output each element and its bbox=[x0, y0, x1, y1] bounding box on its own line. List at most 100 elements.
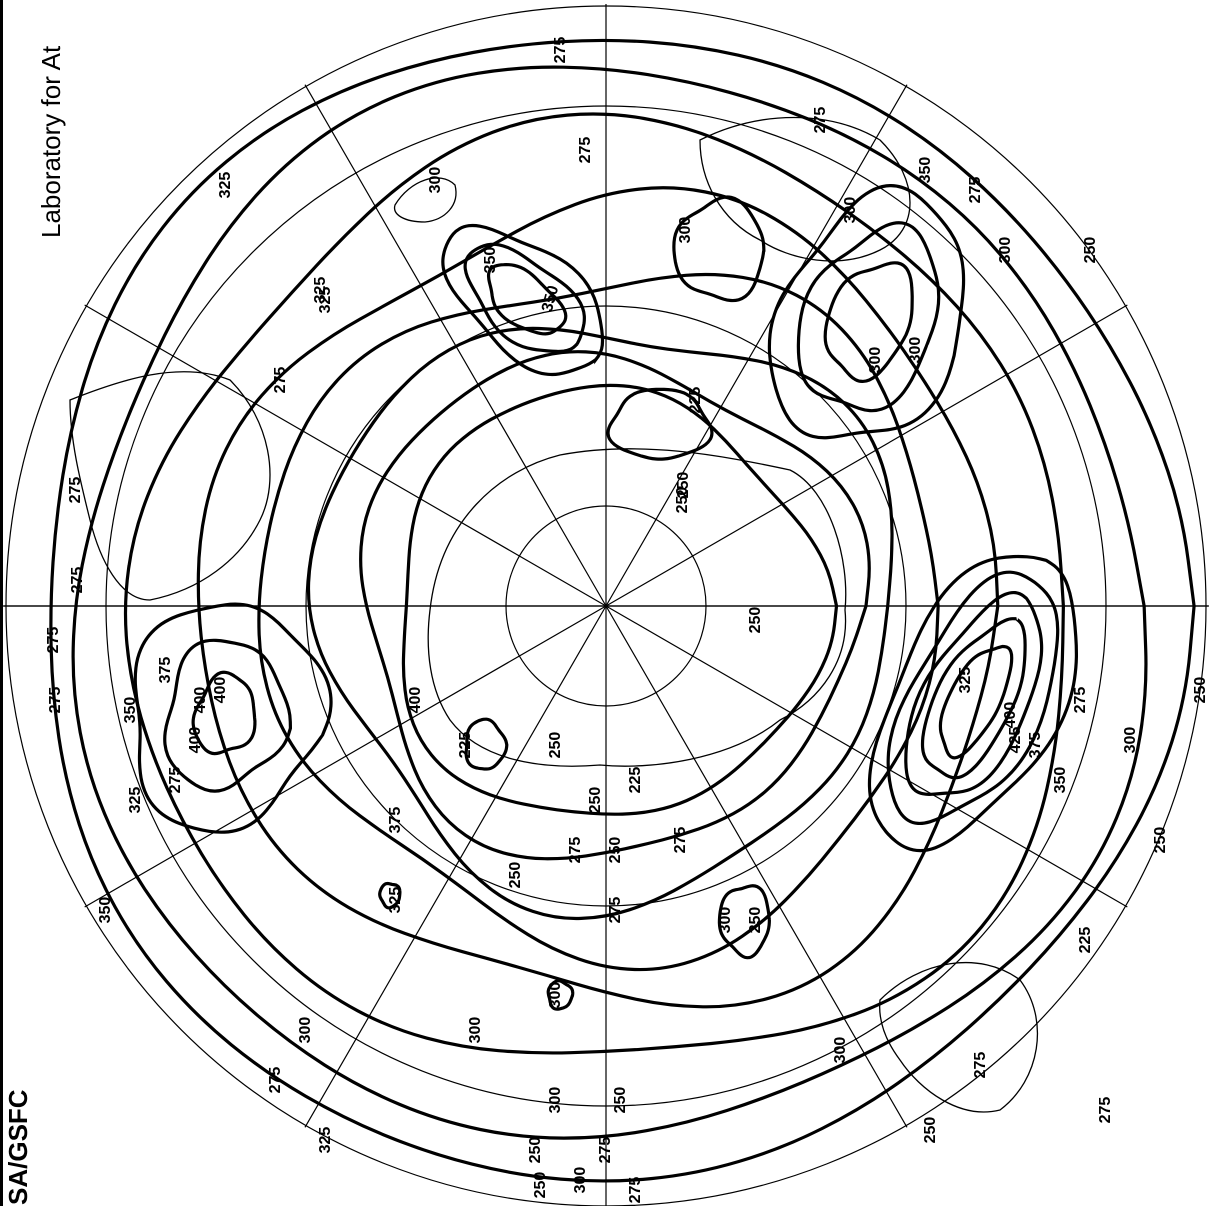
contour-value-label: 275 bbox=[67, 477, 84, 504]
contour-value-label: 300 bbox=[572, 1167, 589, 1194]
coastline bbox=[879, 961, 1039, 1113]
contour-value-label: 350 bbox=[482, 247, 499, 274]
contour-value-label: 300 bbox=[717, 907, 734, 934]
contour-value-label: 250 bbox=[922, 1117, 939, 1144]
contour-value-label: 400 bbox=[212, 677, 229, 704]
contour-value-label: 300 bbox=[467, 1017, 484, 1044]
contour-value-label: 375 bbox=[157, 657, 174, 684]
contour-value-label: 400 bbox=[192, 687, 209, 714]
contour-line bbox=[463, 242, 586, 354]
contour-value-label: 300 bbox=[997, 237, 1014, 264]
contour-line bbox=[546, 979, 575, 1011]
contour-value-label: 250 bbox=[675, 472, 692, 499]
contour-value-label: 325 bbox=[317, 287, 334, 314]
contour-value-label: 275 bbox=[45, 627, 62, 654]
contour-value-label: 275 bbox=[967, 177, 984, 204]
contour-value-label: 275 bbox=[577, 137, 594, 164]
contour-line bbox=[123, 112, 1065, 1055]
coastline bbox=[69, 371, 271, 601]
contour-value-label: 300 bbox=[907, 337, 924, 364]
contour-line bbox=[359, 350, 871, 861]
contour-value-label: 275 bbox=[812, 107, 829, 134]
contour-value-label: 275 bbox=[267, 1067, 284, 1094]
contour-line bbox=[191, 670, 257, 756]
contour-value-label: 350 bbox=[539, 284, 562, 314]
contour-value-label: 225 bbox=[627, 767, 644, 794]
contour-value-label: 250 bbox=[532, 1172, 549, 1199]
contour-value-label: 275 bbox=[672, 827, 689, 854]
contour-value-label: 325 bbox=[127, 787, 144, 814]
contour-value-label: 350 bbox=[97, 897, 114, 924]
contour-value-label: 300 bbox=[842, 197, 859, 224]
contour-value-label: 300 bbox=[297, 1017, 314, 1044]
meridian-line bbox=[605, 605, 1128, 908]
contour-value-label: 300 bbox=[547, 982, 564, 1009]
contour-line bbox=[378, 881, 402, 910]
contour-line bbox=[486, 263, 568, 336]
contour-value-label: 275 bbox=[567, 837, 584, 864]
contour-value-label: 350 bbox=[917, 157, 934, 184]
left-frame-line bbox=[0, 0, 3, 1206]
contour-value-label: 400 bbox=[407, 687, 424, 714]
contour-value-label: 300 bbox=[547, 1087, 564, 1114]
contour-value-label: 425 bbox=[1007, 727, 1024, 754]
contour-line bbox=[49, 38, 1196, 1183]
contour-value-label: 275 bbox=[69, 567, 86, 594]
contour-value-label: 250 bbox=[527, 1137, 544, 1164]
meridian-line bbox=[84, 304, 607, 607]
contour-value-label: 250 bbox=[1152, 827, 1169, 854]
contour-value-label: 375 bbox=[387, 807, 404, 834]
contour-value-label: 300 bbox=[867, 347, 884, 374]
contour-value-label: 250 bbox=[607, 837, 624, 864]
contour-line bbox=[401, 383, 839, 816]
contour-value-label: 400 bbox=[187, 727, 204, 754]
contour-value-label: 325 bbox=[957, 667, 974, 694]
contour-line bbox=[133, 602, 333, 834]
contour-value-label: 225 bbox=[687, 387, 704, 414]
contour-line bbox=[904, 590, 1044, 796]
meridian-line bbox=[304, 605, 607, 1128]
coastline bbox=[699, 116, 911, 262]
contour-value-label: 250 bbox=[747, 607, 764, 634]
meridian-line bbox=[605, 605, 908, 1128]
contour-value-label: 275 bbox=[972, 1052, 989, 1079]
contour-value-label: 350 bbox=[122, 697, 139, 724]
contour-line bbox=[938, 644, 1014, 760]
coastlines bbox=[69, 116, 1039, 1113]
meridian-line bbox=[605, 84, 908, 607]
contour-value-label: 300 bbox=[427, 167, 444, 194]
contour-value-label: 225 bbox=[1077, 927, 1094, 954]
meridian-line bbox=[84, 605, 607, 908]
contour-line bbox=[163, 638, 293, 793]
contour-line bbox=[441, 223, 605, 377]
contour-lines bbox=[49, 38, 1196, 1183]
contour-value-label: 275 bbox=[552, 37, 569, 64]
meridian-line bbox=[605, 304, 1128, 607]
contour-line bbox=[886, 570, 1060, 826]
contour-value-label: 375 bbox=[1027, 732, 1044, 759]
contour-value-label: 400 bbox=[1002, 702, 1019, 729]
contour-line bbox=[672, 195, 766, 303]
contour-value-label: 250 bbox=[547, 732, 564, 759]
contour-value-label: 275 bbox=[607, 897, 624, 924]
contour-line bbox=[71, 65, 1148, 1140]
contour-value-label: 250 bbox=[747, 907, 764, 934]
contour-value-label: 300 bbox=[1122, 727, 1139, 754]
contour-value-label: 325 bbox=[312, 277, 329, 304]
contour-line bbox=[717, 884, 771, 960]
contour-value-label: 275 bbox=[167, 767, 184, 794]
contour-line bbox=[920, 617, 1027, 780]
contour-value-label: 250 bbox=[674, 487, 691, 514]
contour-value-label: 300 bbox=[832, 1037, 849, 1064]
contour-value-label: 300 bbox=[677, 217, 694, 244]
contour-value-label: 275 bbox=[1072, 687, 1089, 714]
contour-value-label: 275 bbox=[597, 1137, 614, 1164]
coastline bbox=[393, 177, 457, 223]
contour-value-label: 325 bbox=[387, 887, 404, 914]
contour-value-label: 250 bbox=[1192, 677, 1209, 704]
contour-value-label: 225 bbox=[457, 732, 474, 759]
contour-value-label: 275 bbox=[47, 687, 64, 714]
contour-line bbox=[196, 186, 1000, 1009]
